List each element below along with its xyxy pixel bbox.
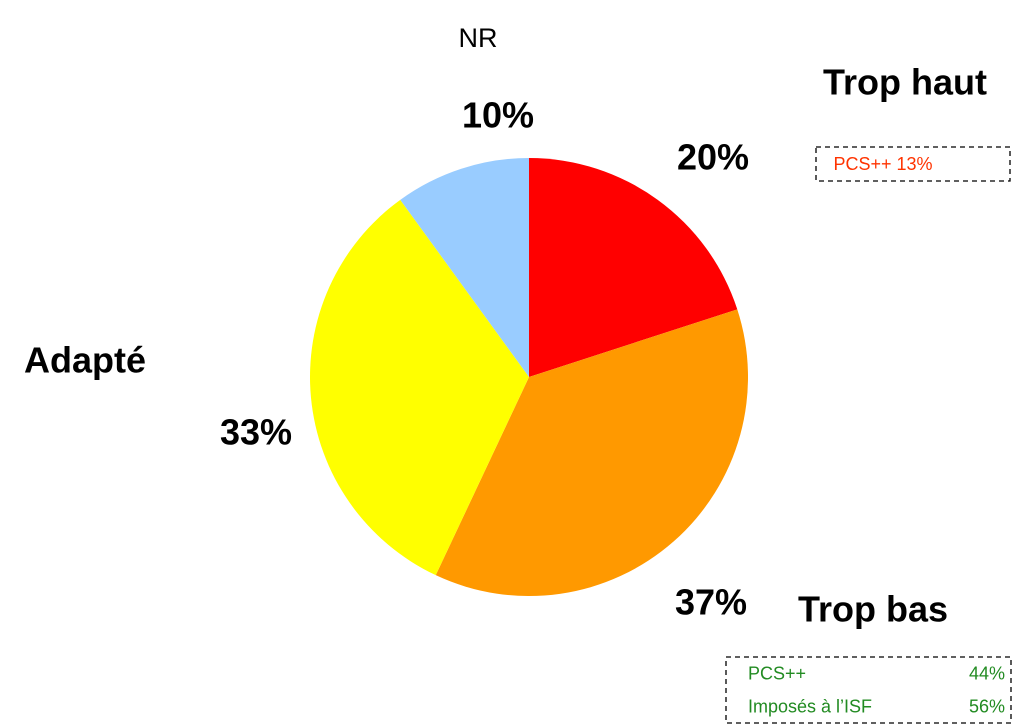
value-label: 10% [462, 95, 534, 136]
category-label: NR [459, 23, 498, 53]
pie-slice [400, 158, 529, 377]
annotation-text: 44% [969, 663, 1005, 683]
pie-slice [529, 158, 738, 377]
annotation-box [815, 146, 1011, 182]
annotation-text: 56% [969, 696, 1005, 716]
pie-slice [435, 309, 748, 596]
category-label: Trop bas [798, 589, 948, 630]
pie-slice [310, 199, 529, 576]
value-label: 37% [675, 582, 747, 623]
value-label: 33% [220, 412, 292, 453]
category-label: Trop haut [823, 62, 987, 103]
category-label: Adapté [24, 340, 146, 381]
annotation-text: Imposés à l’ISF [748, 696, 872, 716]
annotation-text: PCS++ 13% [833, 154, 932, 174]
value-label: 20% [677, 137, 749, 178]
annotation-box [725, 656, 1012, 724]
annotation-text: PCS++ [748, 663, 806, 683]
